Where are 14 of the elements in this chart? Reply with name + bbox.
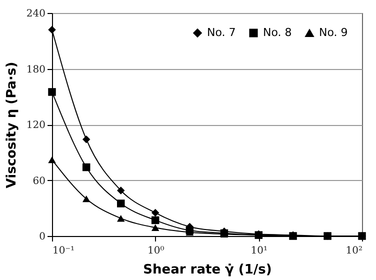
y-tick-label: 240 — [26, 8, 46, 20]
legend-label: No. 9 — [319, 26, 348, 40]
x-tick-label: 10⁻¹ — [52, 246, 75, 256]
y-tick-label: 120 — [26, 120, 46, 131]
x-axis-title: Shear rate γ̇ (1/s) — [143, 262, 272, 278]
x-tick-label: 10⁰ — [147, 246, 164, 256]
legend-label: No. 8 — [263, 26, 292, 39]
x-tick-label: 10² — [346, 246, 362, 256]
x-tick-label: 10¹ — [250, 246, 268, 256]
legend-label: No. 7 — [207, 26, 236, 39]
y-tick-label: 0 — [39, 232, 46, 242]
y-tick-label: 60 — [32, 176, 46, 187]
y-axis-title: Viscosity η (Pa·s) — [4, 62, 20, 188]
y-tick-label: 180 — [26, 64, 46, 76]
